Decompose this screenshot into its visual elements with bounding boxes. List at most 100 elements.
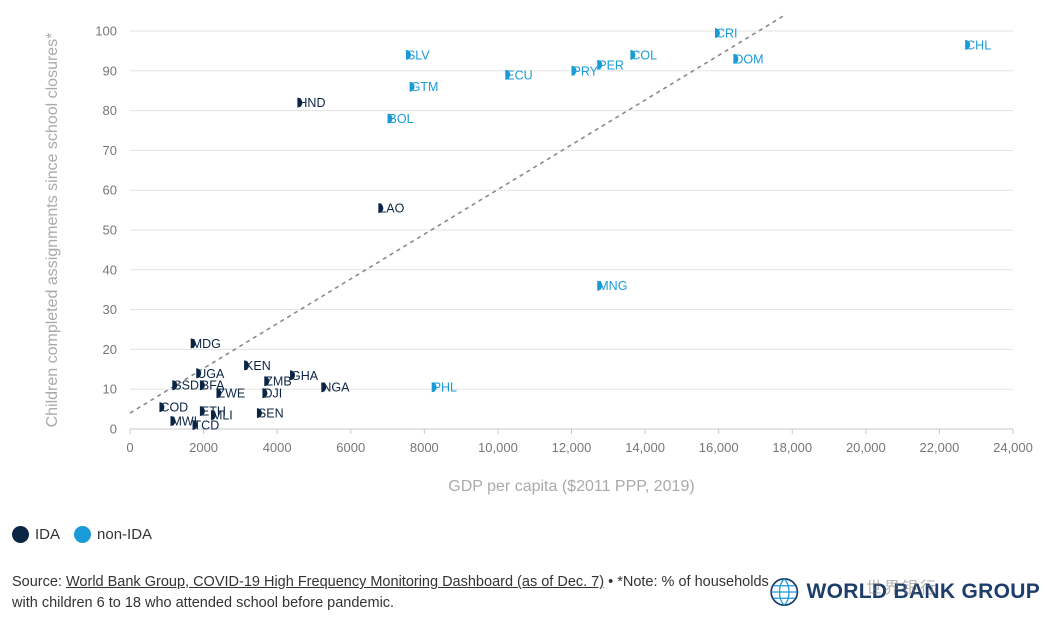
y-tick-label: 50 (103, 223, 117, 238)
point-lao[interactable]: LAO (378, 202, 405, 216)
label-tcd: TCD (194, 419, 220, 433)
marker-eth[interactable] (199, 406, 205, 417)
point-zwe[interactable]: ZWE (216, 387, 245, 401)
label-mwi: MWI (171, 415, 197, 429)
marker-uga[interactable] (196, 368, 202, 379)
x-tick-label: 14,000 (625, 440, 665, 455)
label-pry: PRY (573, 64, 599, 78)
y-tick-label: 40 (103, 262, 117, 277)
marker-ssd[interactable] (172, 380, 178, 391)
point-slv[interactable]: SLV (405, 48, 430, 62)
y-axis-title: Children completed assignments since sch… (44, 33, 61, 428)
marker-mdg[interactable] (190, 338, 196, 349)
label-mng: MNG (598, 279, 627, 293)
point-ken[interactable]: KEN (244, 359, 271, 373)
source-prefix: Source: (12, 574, 66, 590)
point-tcd[interactable]: TCD (192, 419, 220, 433)
marker-lao[interactable] (378, 203, 384, 214)
source-note: Source: World Bank Group, COVID-19 High … (12, 572, 772, 614)
legend-item-non-ida[interactable]: non-IDA (74, 526, 152, 543)
marker-col[interactable] (630, 49, 636, 60)
x-tick-label: 8000 (410, 440, 439, 455)
point-chl[interactable]: CHL (965, 38, 991, 52)
x-tick-label: 16,000 (699, 440, 739, 455)
source-link[interactable]: World Bank Group, COVID-19 High Frequenc… (66, 574, 605, 590)
point-dom[interactable]: DOM (733, 52, 764, 66)
point-gha[interactable]: GHA (290, 369, 319, 383)
watermark-text: 世界银行 (866, 580, 939, 597)
marker-zwe[interactable] (216, 388, 222, 399)
marker-tcd[interactable] (192, 420, 198, 431)
point-cod[interactable]: COD (159, 401, 188, 415)
point-dji[interactable]: DJI (262, 387, 282, 401)
brand-name: WORLD BANK GROUP (806, 580, 1040, 603)
legend-swatch-non-ida (74, 526, 92, 543)
marker-bol[interactable] (387, 113, 393, 124)
marker-per[interactable] (597, 59, 603, 70)
legend-item-ida[interactable]: IDA (12, 526, 60, 543)
marker-gtm[interactable] (409, 81, 415, 92)
point-uga[interactable]: UGA (196, 367, 225, 381)
point-ssd[interactable]: SSD (172, 379, 199, 393)
point-cri[interactable]: CRI (714, 26, 738, 40)
label-gtm: GTM (411, 80, 439, 94)
label-slv: SLV (407, 48, 430, 62)
label-zmb: ZMB (265, 375, 291, 389)
point-mng[interactable]: MNG (597, 279, 627, 293)
marker-dom[interactable] (733, 53, 739, 64)
legend: IDA non-IDA (12, 526, 152, 543)
y-tick-label: 70 (103, 143, 117, 158)
marker-mng[interactable] (597, 280, 603, 291)
marker-hnd[interactable] (297, 97, 303, 108)
point-gtm[interactable]: GTM (409, 80, 439, 94)
point-col[interactable]: COL (630, 48, 657, 62)
point-pry[interactable]: PRY (571, 64, 599, 78)
marker-pry[interactable] (571, 65, 577, 76)
marker-nga[interactable] (321, 382, 327, 393)
marker-mli[interactable] (210, 410, 216, 421)
point-mwi[interactable]: MWI (170, 415, 197, 429)
marker-ken[interactable] (244, 360, 250, 371)
marker-mwi[interactable] (170, 416, 176, 427)
point-mdg[interactable]: MDG (190, 337, 221, 351)
legend-label-non-ida: non-IDA (97, 526, 153, 543)
x-tick-label: 6000 (336, 440, 365, 455)
marker-gha[interactable] (290, 370, 296, 381)
label-dji: DJI (263, 387, 282, 401)
point-per[interactable]: PER (597, 58, 624, 72)
point-ecu[interactable]: ECU (505, 68, 533, 82)
marker-zmb[interactable] (264, 376, 270, 387)
x-axis-title: GDP per capita ($2011 PPP, 2019) (448, 478, 694, 495)
label-bol: BOL (389, 112, 414, 126)
point-zmb[interactable]: ZMB (264, 375, 292, 389)
marker-cri[interactable] (714, 27, 720, 38)
series-ida: HNDLAOMDGKENUGAGHAZMBSSDBFANGAZWEDJICODE… (159, 96, 405, 433)
marker-sen[interactable] (256, 408, 262, 419)
point-hnd[interactable]: HND (297, 96, 325, 110)
point-nga[interactable]: NGA (321, 381, 350, 395)
gridlines (130, 30, 1013, 430)
y-tick-label: 20 (103, 342, 117, 357)
world-bank-logo: WORLD BANK GROUP (770, 566, 1040, 618)
point-sen[interactable]: SEN (256, 407, 284, 421)
label-nga: NGA (322, 381, 350, 395)
marker-cod[interactable] (159, 402, 165, 413)
marker-slv[interactable] (405, 49, 411, 60)
x-tick-label: 2000 (189, 440, 218, 455)
y-tick-label: 100 (95, 24, 117, 39)
x-tick-label: 10,000 (478, 440, 518, 455)
marker-dji[interactable] (262, 388, 268, 399)
marker-bfa[interactable] (199, 380, 205, 391)
label-lao: LAO (379, 202, 404, 216)
marker-ecu[interactable] (505, 69, 511, 80)
marker-chl[interactable] (965, 39, 971, 50)
y-tick-label: 60 (103, 183, 117, 198)
label-per: PER (598, 58, 624, 72)
label-zwe: ZWE (217, 387, 245, 401)
point-bol[interactable]: BOL (387, 112, 414, 126)
marker-phl[interactable] (431, 382, 437, 393)
point-mli[interactable]: MLI (210, 409, 233, 423)
label-dom: DOM (734, 52, 763, 66)
point-phl[interactable]: PHL (431, 381, 457, 395)
